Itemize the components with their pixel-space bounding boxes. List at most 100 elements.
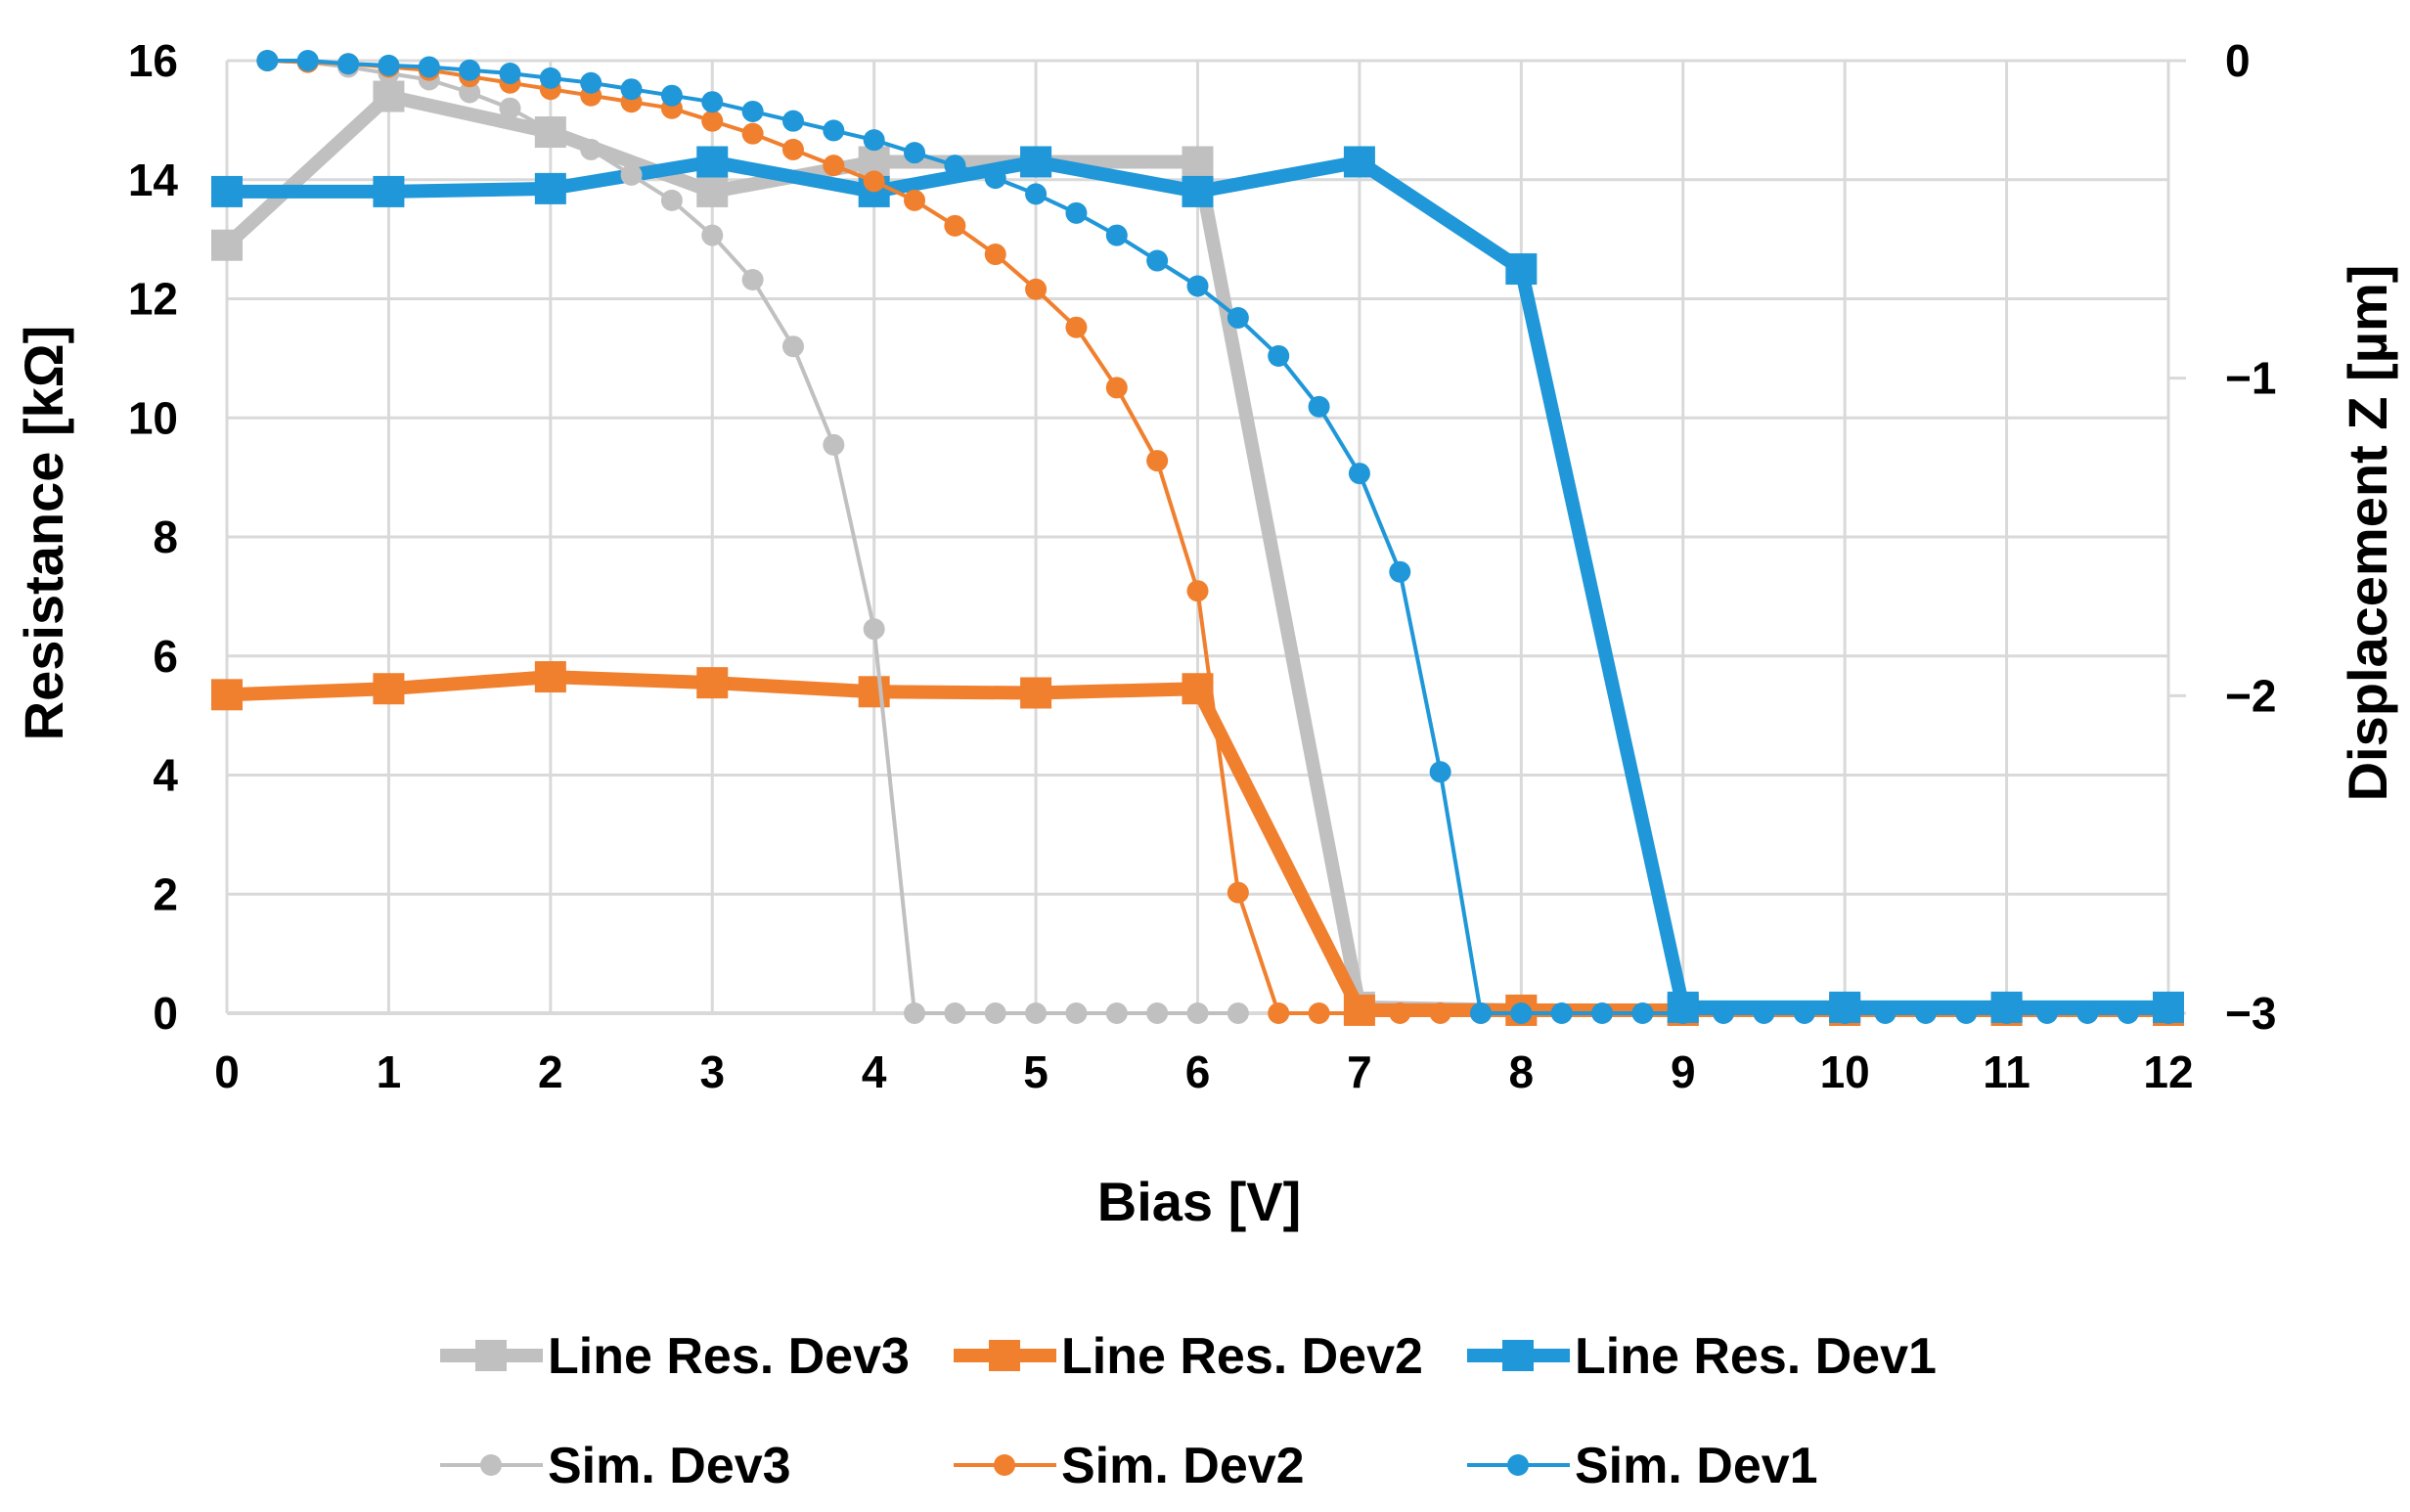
data-point [863, 129, 885, 152]
data-point [1914, 1002, 1937, 1024]
data-point [539, 67, 561, 89]
legend-item-sim-dev2: Sim. Dev2 [954, 1438, 1305, 1494]
data-point [701, 110, 724, 132]
data-point [1146, 249, 1169, 272]
data-point [1505, 253, 1538, 286]
data-point [904, 142, 926, 164]
legend-label: Sim. Dev1 [1575, 1438, 1818, 1494]
data-point [904, 189, 926, 211]
data-point [499, 62, 521, 84]
data-point [660, 84, 683, 107]
data-point [1308, 395, 1330, 418]
data-point [1065, 201, 1088, 224]
legend-label: Line Res. Dev2 [1061, 1328, 1423, 1385]
data-point [1020, 146, 1052, 178]
y-tick-label: 0 [153, 988, 178, 1039]
data-point [1955, 1002, 1978, 1024]
x-tick-label: 8 [1509, 1046, 1535, 1097]
data-point [944, 214, 966, 237]
data-point [696, 146, 729, 178]
legend-marker [994, 1454, 1015, 1476]
data-point [1469, 1002, 1492, 1024]
data-point [984, 167, 1006, 190]
y2-tick-label: −1 [2225, 353, 2276, 404]
legend: Line Res. Dev3 Line Res. Dev2 Line Res. De… [440, 1328, 1937, 1494]
data-point [620, 78, 643, 101]
data-point [660, 189, 683, 211]
y-tick-label: 16 [128, 35, 178, 86]
series-layer [211, 50, 2184, 1026]
data-point [781, 138, 804, 160]
data-point [1182, 175, 1214, 207]
data-point [696, 667, 729, 699]
data-point [1146, 450, 1169, 472]
legend-item-line-res-dev2: Line Res. Dev2 [954, 1328, 1423, 1385]
data-point [1227, 881, 1249, 904]
data-point [1186, 1002, 1209, 1024]
data-point [1510, 1002, 1533, 1024]
data-point [1308, 1002, 1330, 1024]
legend-marker [1502, 1340, 1534, 1371]
legend-item-sim-dev1: Sim. Dev1 [1467, 1438, 1818, 1494]
data-point [373, 673, 405, 705]
data-point [863, 170, 885, 193]
data-point [863, 618, 885, 641]
data-point [534, 661, 566, 693]
y2-axis-title: Displacement Z [µm] [2337, 265, 2398, 802]
data-point [823, 433, 845, 456]
data-point [1753, 1002, 1775, 1024]
y-tick-label: 10 [128, 392, 178, 443]
data-point [373, 175, 405, 207]
data-point [539, 119, 561, 142]
data-point [620, 163, 643, 186]
data-point [418, 56, 440, 78]
legend-label: Sim. Dev3 [548, 1438, 791, 1494]
x-tick-label: 9 [1671, 1046, 1696, 1097]
data-point [741, 269, 764, 291]
data-point [696, 175, 729, 207]
data-point [858, 676, 890, 708]
data-point [1025, 278, 1048, 300]
data-point [2158, 1002, 2179, 1024]
x-tick-label: 5 [1023, 1046, 1049, 1097]
data-point [1065, 316, 1088, 338]
data-point [944, 155, 966, 177]
data-point [1672, 1002, 1694, 1024]
x-tick-label: 7 [1347, 1046, 1372, 1097]
data-point [1631, 1002, 1654, 1024]
data-point [1550, 1002, 1573, 1024]
data-point [1227, 306, 1249, 329]
series-sim-dev1 [256, 50, 2179, 1024]
data-point [256, 50, 279, 71]
data-point [1429, 1002, 1451, 1024]
y2-tick-label: −2 [2225, 670, 2276, 721]
x-tick-label: 11 [1983, 1046, 2031, 1097]
data-point [373, 80, 405, 112]
data-point [1268, 344, 1290, 367]
data-point [1105, 1002, 1128, 1024]
data-point [944, 1002, 966, 1024]
y-tick-label: 2 [153, 868, 178, 919]
data-point [534, 172, 566, 204]
x-tick-label: 10 [1820, 1046, 1870, 1097]
data-point [1713, 1002, 1735, 1024]
data-point [1182, 146, 1214, 178]
legend-item-line-res-dev1: Line Res. Dev1 [1467, 1328, 1937, 1385]
x-tick-label: 3 [699, 1046, 725, 1097]
y-axis-title: Resistance [kΩ] [13, 326, 74, 741]
y2-tick-label: 0 [2225, 35, 2251, 86]
y2-tick-label: −3 [2225, 988, 2276, 1039]
data-point [1793, 1002, 1815, 1024]
legend-marker [1507, 1454, 1529, 1476]
x-tick-label: 0 [214, 1046, 240, 1097]
data-point [1227, 1002, 1249, 1024]
legend-label: Line Res. Dev3 [548, 1328, 910, 1385]
data-point [580, 138, 602, 160]
data-point [2117, 1002, 2139, 1024]
data-point [1343, 146, 1375, 178]
data-point [580, 71, 602, 94]
data-point [1186, 275, 1209, 297]
data-point [211, 679, 243, 711]
